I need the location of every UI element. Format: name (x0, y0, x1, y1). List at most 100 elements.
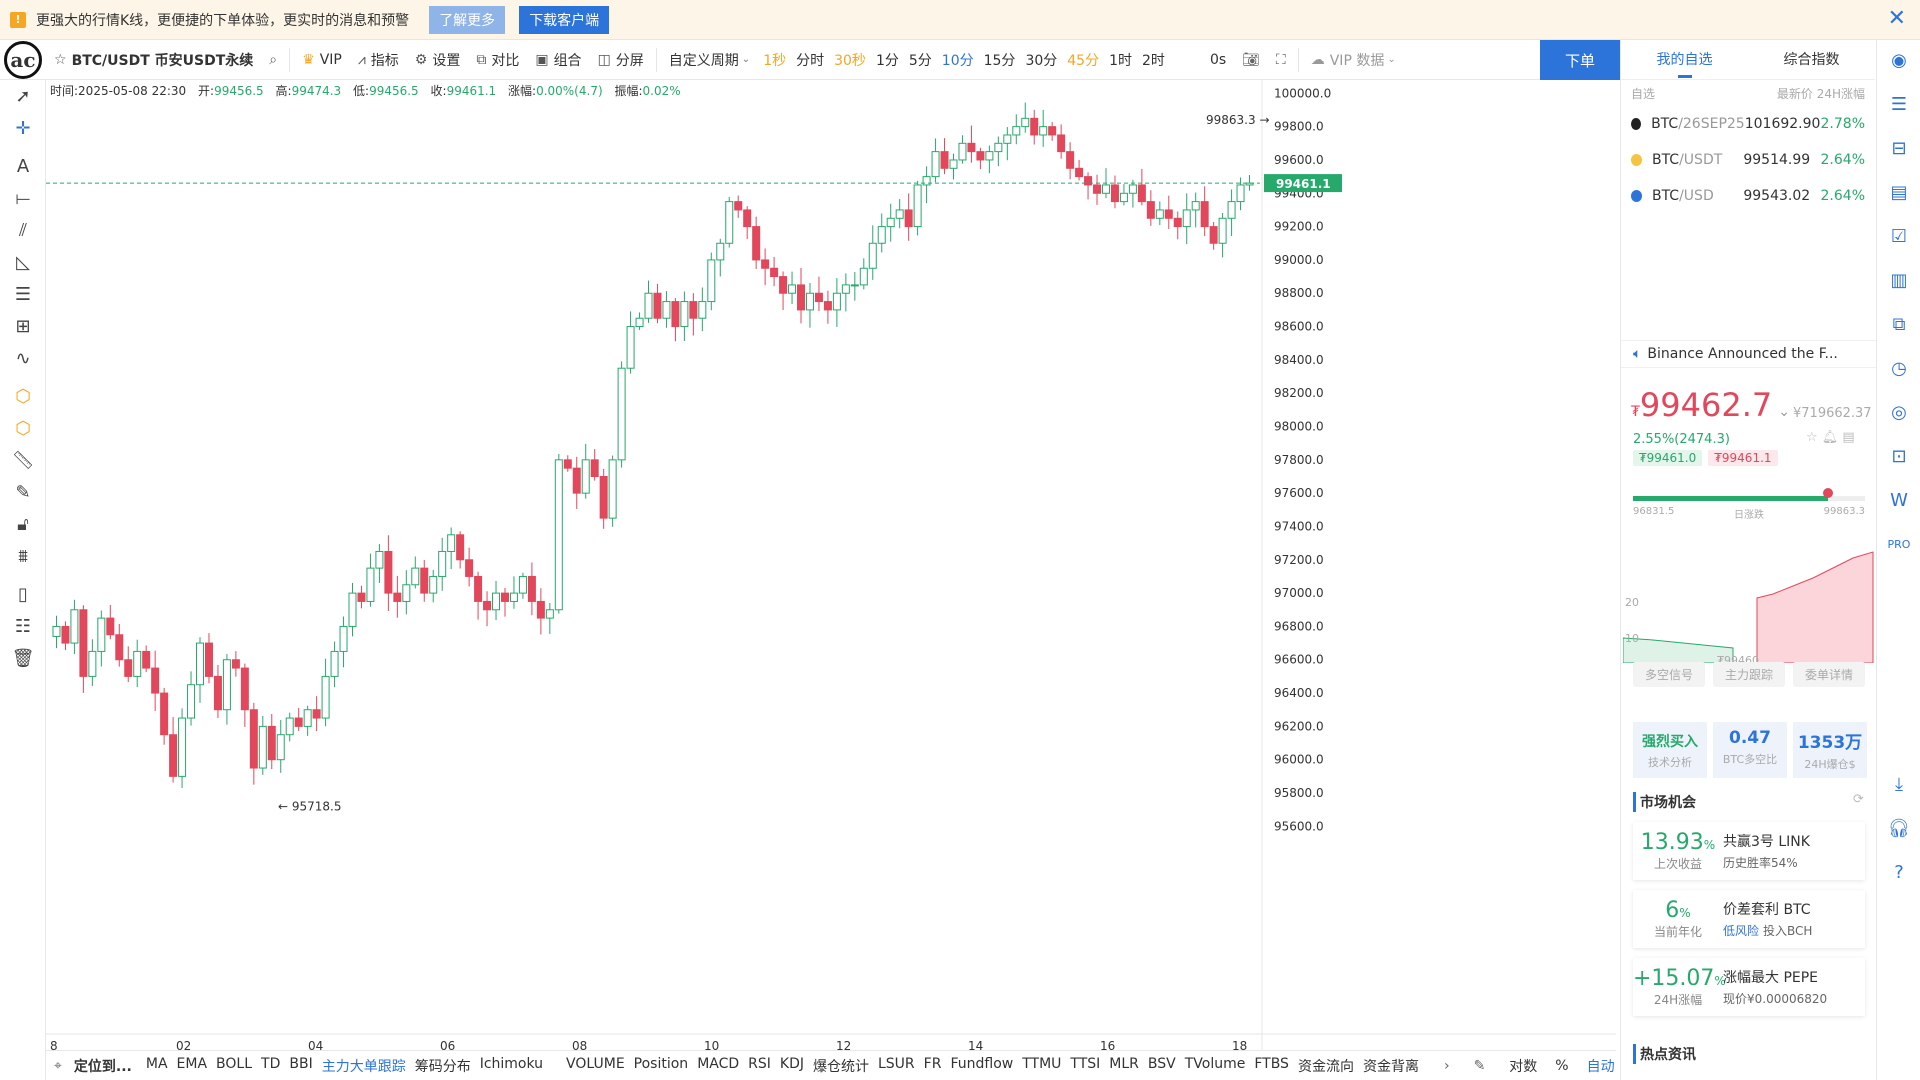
learn-more-button[interactable]: 了解更多 (429, 5, 506, 34)
indicator-10[interactable]: MACD (697, 1055, 740, 1072)
indicator-17[interactable]: TTMU (1022, 1055, 1062, 1072)
indicator-2[interactable]: BOLL (216, 1055, 253, 1072)
locate-button[interactable]: 定位到... (73, 1058, 132, 1075)
eb-icon[interactable]: ⊡ (1891, 445, 1907, 467)
support-icon[interactable]: 🎧︎ (1887, 817, 1911, 839)
logo[interactable]: ac (0, 40, 46, 80)
ruler-icon[interactable]: 📏︎ (11, 449, 35, 471)
triangle-tool-icon[interactable]: ◺ (16, 251, 30, 273)
candlestick-chart[interactable]: 100000.099800.099600.099400.099200.09900… (46, 80, 1616, 1050)
watchlist-row[interactable]: BTC/26SEP25 101692.90 2.78% (1621, 106, 1875, 142)
opportunity-card[interactable]: 13.93% 上次收益 共赢3号 LINK 历史胜率54% (1633, 822, 1865, 880)
period-timeline[interactable]: 分时 (796, 52, 825, 69)
clock-icon[interactable]: ◷ (1891, 357, 1907, 379)
indicator-23[interactable]: 资金流向 (1297, 1058, 1354, 1075)
alert-icons[interactable]: ☆ 🔔︎ ▤ (1806, 430, 1855, 445)
indicator-0[interactable]: MA (145, 1055, 168, 1072)
fib-tool-icon[interactable]: ⫽ (18, 219, 28, 241)
cursor-icon[interactable]: ➚ (15, 85, 31, 107)
download-client-button[interactable]: 下载客户端 (519, 5, 610, 34)
w-icon[interactable]: W (1890, 489, 1908, 511)
vip-data-dropdown[interactable]: ☁ VIP 数据 ⌄ (1310, 51, 1396, 69)
order-button[interactable]: 下单 (1540, 40, 1620, 80)
indicator-22[interactable]: FTBS (1254, 1055, 1289, 1072)
text-tool-icon[interactable]: A (16, 155, 30, 177)
indicator-18[interactable]: TTSI (1070, 1055, 1101, 1072)
watchlist-row[interactable]: BTC/USDT 99514.99 2.64% (1621, 142, 1875, 178)
opportunity-card[interactable]: +15.07% 24H涨幅 涨幅最大 PEPE 现价¥0.00006820 (1633, 958, 1865, 1016)
refresh-icon[interactable]: ⟳ (1853, 792, 1864, 807)
stat-ratio[interactable]: 0.47 BTC多空比 (1713, 722, 1787, 778)
compass2-icon[interactable]: ◎ (1891, 401, 1907, 423)
wave-tool-icon[interactable]: ∿ (15, 347, 31, 369)
indicators-button[interactable]: ⩘ 指标 (357, 51, 399, 69)
stat-technical[interactable]: 强烈买入 技术分析 (1633, 722, 1707, 778)
period-1s[interactable]: 1秒 (763, 52, 787, 69)
star-icon[interactable]: ☆ (54, 51, 67, 68)
buy-icon[interactable]: ⊟ (1891, 137, 1907, 159)
compare-button[interactable]: ⧉ 对比 (476, 51, 520, 69)
news-icon[interactable]: ▤ (1890, 181, 1908, 203)
indicator-15[interactable]: FR (923, 1055, 942, 1072)
news-ticker[interactable]: 🔈︎ Binance Announced the F... (1621, 340, 1876, 368)
watchlist-filter[interactable]: 自选 (1631, 86, 1656, 101)
bar-chart-icon[interactable]: ▥ (1890, 269, 1908, 291)
split-screen-button[interactable]: ◫ 分屏 (597, 51, 644, 69)
indicator-4[interactable]: BBI (289, 1055, 313, 1072)
long-short-signal-button[interactable]: 多空信号 (1633, 662, 1706, 687)
log-scale-toggle[interactable]: 对数 (1509, 1058, 1538, 1075)
indicator-9[interactable]: Position (633, 1055, 689, 1072)
crosshair-icon[interactable]: ✛ (15, 117, 31, 139)
indicator-20[interactable]: BSV (1147, 1055, 1176, 1072)
camera-icon[interactable]: 📷︎ (1242, 51, 1260, 68)
indicator-8[interactable]: VOLUME (566, 1055, 625, 1072)
download-icon[interactable]: ⤓ (1895, 773, 1903, 795)
stat-liquidation[interactable]: 1353万 24H爆仓$ (1793, 722, 1867, 778)
indicator-12[interactable]: KDJ (779, 1055, 804, 1072)
plugin-icon[interactable]: ⧉ (1892, 313, 1906, 335)
custom-period-dropdown[interactable]: 自定义周期 ⌄ (668, 52, 751, 69)
line-tool-icon[interactable]: ⟝ (15, 187, 31, 209)
edit-icon[interactable]: ✎ (1473, 1057, 1486, 1074)
chart-area[interactable]: 时间:2025-05-08 22:30 开:99456.5 高:99474.3 … (46, 80, 1616, 1050)
measure-tool-icon[interactable]: ⊞ (15, 315, 31, 337)
symbol-selector[interactable]: ☆ BTC/USDT 币安USDT永续 (54, 51, 254, 69)
help-icon[interactable]: ? (1894, 861, 1904, 883)
close-icon[interactable]: ✕ (1887, 6, 1906, 31)
indicator-24[interactable]: 资金背离 (1362, 1058, 1419, 1075)
auto-scale-toggle[interactable]: 自动 (1586, 1058, 1615, 1075)
indicator-1[interactable]: EMA (176, 1055, 208, 1072)
chevron-right-icon[interactable]: › (1443, 1057, 1450, 1074)
pattern2-tool-icon[interactable]: ⬡ (15, 417, 31, 439)
bookmark-icon[interactable]: ▯ (18, 583, 28, 605)
checklist-icon[interactable]: ☑ (1890, 225, 1908, 247)
period-45m[interactable]: 45分 (1067, 52, 1100, 69)
parallel-tool-icon[interactable]: ☰ (14, 283, 32, 305)
search-icon[interactable]: ⌕ (269, 51, 278, 68)
period-30m[interactable]: 30分 (1025, 52, 1058, 69)
visibility-icon[interactable]: ⩩ (18, 545, 28, 567)
period-2h[interactable]: 2时 (1142, 52, 1165, 69)
period-1m[interactable]: 1分 (875, 52, 899, 69)
period-15m[interactable]: 15分 (983, 52, 1016, 69)
indicator-16[interactable]: Fundflow (950, 1055, 1014, 1072)
fullscreen-icon[interactable]: ⛶ (1275, 51, 1286, 68)
percent-scale-toggle[interactable]: % (1555, 1057, 1569, 1074)
trash-icon[interactable]: 🗑︎ (11, 647, 35, 669)
opportunity-card[interactable]: 6% 当前年化 价差套利 BTC 低风险 投入BCH (1633, 890, 1865, 948)
tab-index[interactable]: 综合指数 (1783, 51, 1840, 68)
indicator-21[interactable]: TVolume (1184, 1055, 1246, 1072)
tab-watchlist[interactable]: 我的自选 (1621, 40, 1748, 80)
watchlist-row[interactable]: BTC/USD 99543.02 2.64% (1621, 178, 1875, 214)
compass-icon[interactable]: ◉ (1891, 49, 1907, 71)
pattern-tool-icon[interactable]: ⬡ (15, 385, 31, 407)
indicator-19[interactable]: MLR (1109, 1055, 1139, 1072)
indicator-14[interactable]: LSUR (878, 1055, 915, 1072)
period-1h[interactable]: 1时 (1109, 52, 1133, 69)
order-detail-button[interactable]: 委单详情 (1793, 662, 1866, 687)
lock-icon[interactable]: 🔓︎ (17, 513, 29, 535)
indicator-3[interactable]: TD (261, 1055, 281, 1072)
chart-edit-icon[interactable]: ☰ (1890, 93, 1908, 115)
period-30s[interactable]: 30秒 (834, 52, 866, 69)
indicator-5[interactable]: 主力大单跟踪 (321, 1058, 406, 1075)
